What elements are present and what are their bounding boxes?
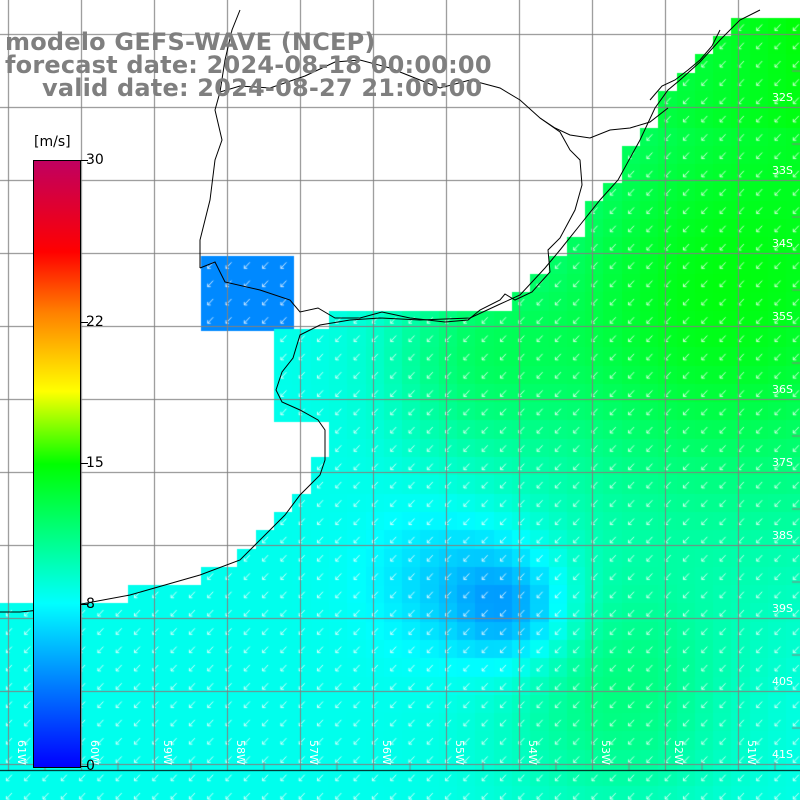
colorbar-tick — [80, 463, 88, 464]
latitude-label: 32S — [772, 91, 793, 104]
coastline-uruguay — [199, 59, 583, 323]
colorbar-tick-label: 30 — [86, 152, 104, 168]
colorbar-unit: [m/s] — [34, 134, 71, 150]
colorbar-tick — [80, 160, 88, 161]
colorbar-tick-label: 0 — [86, 758, 95, 774]
model-title: modelo GEFS-WAVE (NCEP) — [5, 28, 376, 56]
border-line — [539, 107, 669, 139]
latitude-label: 41S — [772, 748, 793, 761]
colorbar-tick — [80, 604, 88, 606]
longitude-label: 53W — [599, 740, 612, 765]
valid-date: valid date: 2024-08-27 21:00:00 — [42, 74, 483, 102]
coastline — [0, 9, 761, 613]
longitude-label: 56W — [380, 740, 393, 765]
longitude-label: 58W — [234, 740, 247, 765]
latitude-label: 36S — [772, 383, 793, 396]
latitude-label: 38S — [772, 529, 793, 542]
longitude-label: 54W — [526, 740, 539, 765]
latitude-label: 35S — [772, 310, 793, 323]
longitude-label: 61W — [15, 740, 28, 765]
latitude-label: 33S — [772, 164, 793, 177]
forecast-date: forecast date: 2024-08-18 00:00:00 — [5, 51, 492, 79]
longitude-label: 52W — [672, 740, 685, 765]
longitude-label: 59W — [161, 740, 174, 765]
colorbar — [33, 160, 81, 768]
longitude-label: 60W — [88, 740, 101, 765]
colorbar-tick-label: 22 — [86, 313, 104, 330]
colorbar-tick — [80, 766, 88, 767]
longitude-label: 57W — [307, 740, 320, 765]
latitude-label: 39S — [772, 602, 793, 615]
longitude-label: 55W — [453, 740, 466, 765]
colorbar-tick-label: 15 — [86, 455, 104, 471]
latitude-label: 34S — [772, 237, 793, 250]
colorbar-tick — [80, 321, 88, 323]
latitude-label: 37S — [772, 456, 793, 469]
border-line — [219, 9, 241, 93]
lagoon-shore — [649, 29, 721, 101]
longitude-label: 51W — [745, 740, 758, 765]
latitude-label: 40S — [772, 675, 793, 688]
colorbar-tick-label: 8 — [86, 596, 95, 613]
